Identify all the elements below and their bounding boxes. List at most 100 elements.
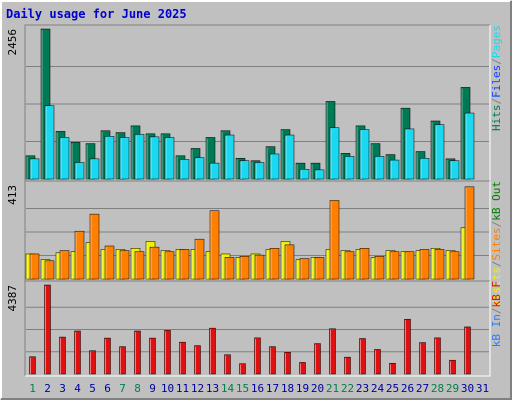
legend-item: kB In xyxy=(490,314,503,347)
day-label: 24 xyxy=(371,382,385,395)
bar-sites: 30: 405 xyxy=(464,186,475,280)
day-label: 1 xyxy=(29,382,36,395)
day-label: 26 xyxy=(401,382,414,395)
bar-sites: 10: 120 xyxy=(164,251,175,280)
day-label: 27 xyxy=(416,382,429,395)
bar-pages: 3: 680 xyxy=(59,137,70,180)
bar-kb-f: 26: 2700 xyxy=(404,318,411,375)
bar-kb-f: 4: 2120 xyxy=(74,330,81,375)
bar-kb-f: 10: 2150 xyxy=(164,330,171,375)
day-label: 25 xyxy=(386,382,399,395)
bar-kb-f: 24: 1210 xyxy=(374,349,381,375)
day-label: 20 xyxy=(311,382,324,395)
bar-pages: 6: 700 xyxy=(104,136,115,180)
bar-pages: 19: 160 xyxy=(299,168,310,180)
bar-pages: 7: 680 xyxy=(119,137,130,180)
panel-border-highlight xyxy=(25,281,491,377)
panel-border-shadow xyxy=(24,280,490,376)
bar-pages: 18: 720 xyxy=(284,134,295,180)
day-label: 18 xyxy=(281,382,294,395)
day-label: 28 xyxy=(431,382,444,395)
bar-sites: 23: 135 xyxy=(359,248,370,280)
legend-item: / xyxy=(490,221,503,228)
bar-kb-f: 3: 1820 xyxy=(59,336,66,375)
legend-visits-sites: Visits/Sites/kB Out xyxy=(490,181,503,307)
day-label: 3 xyxy=(59,382,66,395)
bar-kb-f: 17: 1350 xyxy=(269,346,276,375)
panel-border-shadow xyxy=(24,180,490,281)
legend-item: Visits xyxy=(490,267,503,307)
bar-sites: 27: 130 xyxy=(419,249,430,280)
bar-sites: 24: 100 xyxy=(374,255,385,280)
bar-sites: 2: 80 xyxy=(44,260,55,280)
bar-sites: 13: 300 xyxy=(209,210,220,280)
bar-pages: 1: 330 xyxy=(29,158,40,180)
day-label: 30 xyxy=(461,382,474,395)
bar-sites: 8: 120 xyxy=(134,251,145,280)
bar-pages: 10: 680 xyxy=(164,137,175,180)
legend-kbf: kB In/kB F xyxy=(490,281,503,347)
legend-item: Sites xyxy=(490,227,503,260)
bar-sites: 4: 210 xyxy=(74,230,85,280)
day-label: 22 xyxy=(341,382,354,395)
bar-kb-f: 22: 830 xyxy=(344,356,351,375)
bar-sites: 26: 120 xyxy=(404,251,415,280)
bar-sites: 18: 150 xyxy=(284,244,295,280)
bar-pages: 8: 730 xyxy=(134,134,145,180)
bar-pages: 17: 410 xyxy=(269,153,280,180)
bar-pages: 30: 1080 xyxy=(464,112,475,180)
bar-sites: 17: 135 xyxy=(269,248,280,280)
legend-item: / xyxy=(490,308,503,315)
bar-sites: 19: 90 xyxy=(299,258,310,280)
bar-kb-f: 5: 1150 xyxy=(89,350,96,375)
bar-pages: 2: 1200 xyxy=(44,105,55,180)
y-max-label: 413 xyxy=(6,185,19,205)
day-label: 23 xyxy=(356,382,369,395)
chart-panels: 24561: 3801: 3302: 24562: 12003: 7803: 6… xyxy=(6,24,491,377)
bar-kb-f: 30: 2320 xyxy=(464,326,471,375)
bar-sites: 29: 120 xyxy=(449,251,460,280)
bar-pages: 26: 820 xyxy=(404,128,415,180)
bar-pages: 20: 150 xyxy=(314,169,325,180)
day-label: 9 xyxy=(149,382,156,395)
bar-kb-f: 15: 510 xyxy=(239,363,246,375)
day-label: 4 xyxy=(74,382,81,395)
bar-sites: 1: 110 xyxy=(29,253,40,280)
bar-kb-f: 11: 1570 xyxy=(179,341,186,375)
day-label: 15 xyxy=(236,382,249,395)
legend-item: Files xyxy=(490,65,503,98)
panel-kbf: 4387 1: 850 2: 4387 3: 1820 4: 2120 5: 1150 6:… xyxy=(6,280,491,377)
legend-item: / xyxy=(490,261,503,268)
bar-kb-f: 25: 530 xyxy=(389,363,396,375)
x-axis-day-labels: 1 2 3 4 5 6 7 8 9 10 11 12 13 14 15 16 17 18 19 20 21 22 23 24 2… xyxy=(29,382,489,395)
bar-sites: 20: 95 xyxy=(314,257,325,280)
panel-border-shadow xyxy=(24,24,490,181)
day-label: 29 xyxy=(446,382,459,395)
bar-sites: 6: 145 xyxy=(104,245,115,280)
bar-kb-f: 6: 1770 xyxy=(104,337,111,375)
bar-sites: 7: 125 xyxy=(119,250,130,280)
bar-sites: 3: 125 xyxy=(59,250,70,280)
bar-sites: 12: 175 xyxy=(194,238,205,280)
bar-kb-f: 18: 1070 xyxy=(284,352,291,375)
day-label: 5 xyxy=(89,382,96,395)
bar-pages: 27: 340 xyxy=(419,157,430,180)
bar-sites: 22: 120 xyxy=(344,251,355,280)
bar-sites: 21: 345 xyxy=(329,200,340,280)
bar-kb-f: 20: 1500 xyxy=(314,343,321,375)
legend-hits-files-pages: Hits/Files/Pages xyxy=(490,25,503,131)
bar-pages: 4: 270 xyxy=(74,162,85,180)
bar-sites: 25: 120 xyxy=(389,251,400,280)
legend-item: / xyxy=(490,58,503,65)
bar-kb-f: 27: 1550 xyxy=(419,342,426,375)
bar-pages: 21: 840 xyxy=(329,127,340,180)
bar-pages: 29: 300 xyxy=(449,160,460,180)
bar-sites: 5: 285 xyxy=(89,213,100,280)
bar-pages: 9: 690 xyxy=(149,136,160,180)
bar-kb-f: 7: 1350 xyxy=(119,346,126,375)
bar-pages: 11: 320 xyxy=(179,159,190,180)
bar-pages: 25: 310 xyxy=(389,159,400,180)
